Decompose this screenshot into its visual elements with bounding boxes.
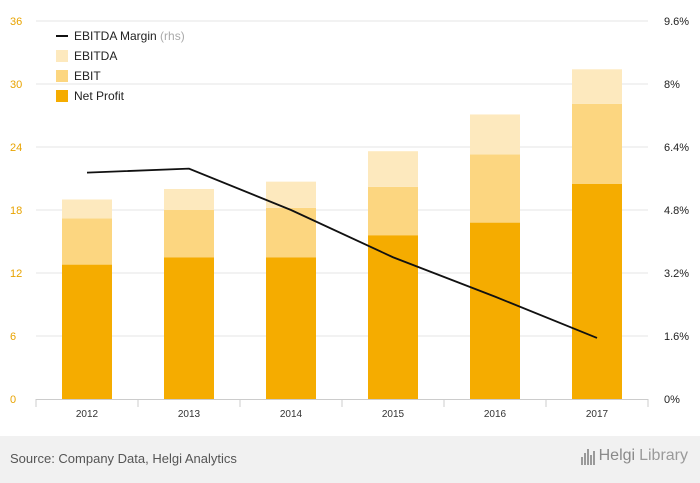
bar-ebit-2015 xyxy=(368,186,418,236)
source-note: Source: Company Data, Helgi Analytics xyxy=(10,451,237,466)
x-tick-label: 2013 xyxy=(178,409,201,420)
bar-ebit-2013 xyxy=(164,210,214,258)
logo-text-helgi: Helgi xyxy=(598,447,636,464)
right-tick-label: 3.2% xyxy=(664,268,689,280)
x-tick-label: 2017 xyxy=(586,409,609,420)
left-tick-label: 6 xyxy=(10,331,16,343)
axes: 0 6 12 18 24 30 36 0% 1.6% 3.2% 4.8% 6.4% 8% 9.6% 2012… xyxy=(10,16,689,420)
ebitda-margin-line xyxy=(86,167,598,339)
legend-swatch-ebitda xyxy=(56,50,68,62)
right-tick-label: 0% xyxy=(664,394,680,406)
bar-net-profit-2014 xyxy=(266,257,316,399)
right-tick-label: 9.6% xyxy=(664,16,689,28)
bar-ebitda-2013 xyxy=(164,189,214,210)
chart-area: 0 6 12 18 24 30 36 0% 1.6% 3.2% 4.8% 6.4% 8% 9.6% 2012… xyxy=(10,16,689,420)
bar-net-profit-2016 xyxy=(470,222,520,399)
bar-series xyxy=(62,69,622,399)
bar-ebit-2016 xyxy=(470,154,520,223)
bar-ebit-2012 xyxy=(62,218,112,265)
left-tick-label: 12 xyxy=(10,268,22,280)
x-tick-label: 2012 xyxy=(76,409,99,420)
right-tick-label: 1.6% xyxy=(664,331,689,343)
bar-net-profit-2017 xyxy=(572,183,622,399)
bar-net-profit-2012 xyxy=(62,264,112,399)
legend: EBITDA Margin (rhs) EBITDA EBIT Net Profit xyxy=(56,29,185,103)
legend-label-rhs: (rhs) xyxy=(160,29,185,43)
left-tick-label: 36 xyxy=(10,16,22,28)
bar-ebitda-2016 xyxy=(470,114,520,155)
legend-label-net-profit: Net Profit xyxy=(74,89,125,103)
library-bars-icon xyxy=(580,447,595,465)
bar-ebitda-2012 xyxy=(62,199,112,219)
bar-net-profit-2013 xyxy=(164,257,214,399)
right-tick-label: 4.8% xyxy=(664,205,689,217)
footer-band xyxy=(0,436,700,483)
x-tick-label: 2014 xyxy=(280,409,303,420)
legend-label-ebit: EBIT xyxy=(74,69,101,83)
left-tick-label: 0 xyxy=(10,394,16,406)
right-tick-label: 8% xyxy=(664,79,680,91)
bar-ebit-2014 xyxy=(266,207,316,258)
x-tick-label: 2016 xyxy=(484,409,507,420)
left-tick-label: 18 xyxy=(10,205,22,217)
bar-ebitda-2014 xyxy=(266,181,316,208)
legend-swatch-ebit xyxy=(56,70,68,82)
helgi-library-logo[interactable]: Helgi Library xyxy=(580,447,688,465)
x-tick-label: 2015 xyxy=(382,409,405,420)
left-tick-label: 24 xyxy=(10,142,22,154)
legend-label-ebitda-margin: EBITDA Margin (rhs) xyxy=(74,29,185,43)
left-tick-label: 30 xyxy=(10,79,22,91)
bar-ebitda-2017 xyxy=(572,69,622,104)
gridlines xyxy=(36,20,648,337)
right-tick-label: 6.4% xyxy=(664,142,689,154)
legend-swatch-net-profit xyxy=(56,90,68,102)
bar-ebitda-2015 xyxy=(368,151,418,187)
bar-net-profit-2015 xyxy=(368,235,418,399)
logo-text-library: Library xyxy=(639,447,688,464)
legend-label-ebitda: EBITDA xyxy=(74,49,117,63)
bar-ebit-2017 xyxy=(572,103,622,184)
line-series xyxy=(86,167,598,339)
